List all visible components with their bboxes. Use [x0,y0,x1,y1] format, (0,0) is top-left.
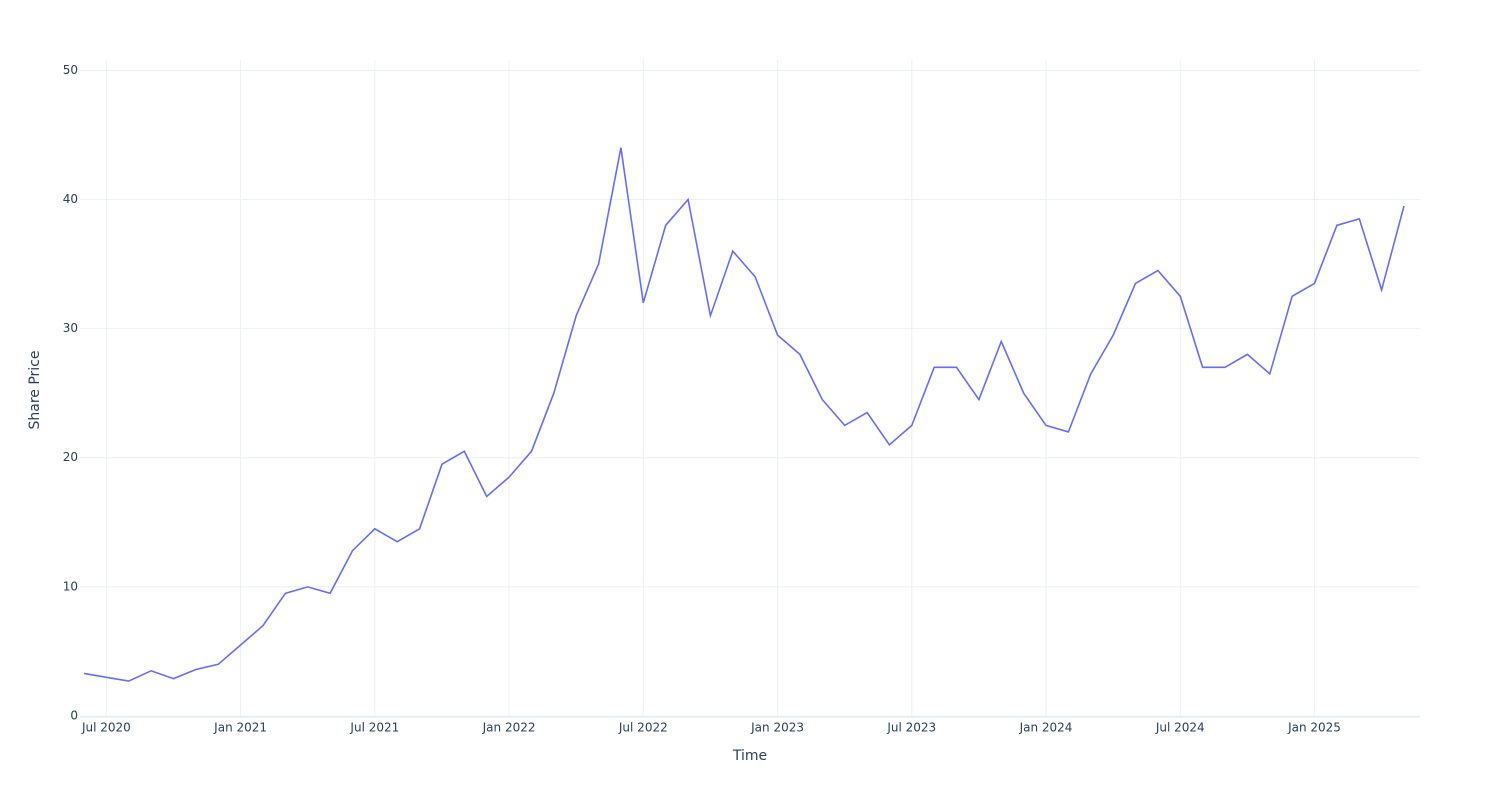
y-axis-title: Share Price [27,350,43,429]
y-tick-label: 30 [63,321,78,335]
y-tick-label: 40 [63,192,78,206]
x-tick-label: Jan 2024 [1019,721,1073,735]
x-tick-label: Jan 2023 [750,721,804,735]
y-tick-label: 10 [63,579,78,593]
x-tick-label: Jan 2022 [482,721,536,735]
x-tick-label: Jan 2021 [213,721,267,735]
y-tick-label: 20 [63,450,78,464]
y-tick-label: 50 [63,63,78,77]
x-axis-title: Time [732,748,767,764]
x-tick-label: Jul 2021 [349,721,399,735]
x-tick-label: Jan 2025 [1287,721,1341,735]
x-tick-label: Jul 2024 [1155,721,1205,735]
x-tick-label: Jul 2020 [81,721,131,735]
y-tick-label: 0 [70,709,78,723]
x-tick-label: Jul 2023 [886,721,936,735]
x-tick-label: Jul 2022 [618,721,668,735]
price-line [83,147,1405,682]
